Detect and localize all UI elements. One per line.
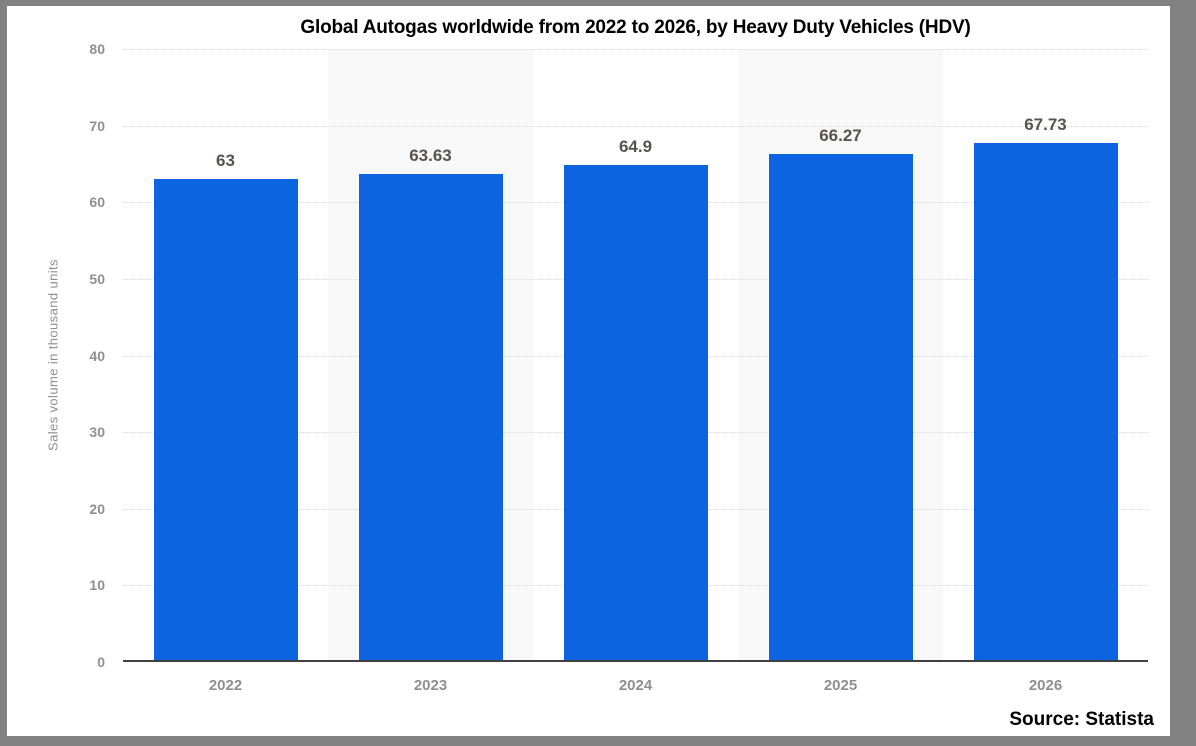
- y-tick-label-70: 70: [89, 117, 105, 134]
- chart-title: Global Autogas worldwide from 2022 to 20…: [300, 17, 971, 38]
- bar-value-label-2023: 63.63: [409, 146, 452, 165]
- gridline-80: [123, 49, 1148, 50]
- bar-2022: [154, 179, 298, 661]
- gridline-70: [123, 125, 1148, 127]
- bar-2023: [359, 174, 503, 661]
- plot-area: 63 63.63 64.9 66.27 67.73: [123, 49, 1148, 662]
- y-tick-label-10: 10: [89, 577, 105, 594]
- bar-2026: [974, 143, 1118, 661]
- y-tick-label-40: 40: [89, 347, 105, 364]
- x-axis-line: [123, 660, 1148, 662]
- bar-2024: [564, 165, 708, 661]
- bar-value-label-2025: 66.27: [819, 126, 862, 145]
- y-tick-label-20: 20: [89, 500, 105, 517]
- chart-canvas: Global Autogas worldwide from 2022 to 20…: [7, 6, 1170, 736]
- y-tick-label-60: 60: [89, 194, 105, 211]
- x-tick-label-2023: 2023: [413, 677, 448, 694]
- y-tick-label-50: 50: [89, 270, 105, 287]
- bar-2025: [769, 154, 913, 661]
- bar-value-label-2026: 67.73: [1024, 115, 1067, 134]
- x-tick-label-2025: 2025: [823, 677, 858, 694]
- y-tick-label-30: 30: [89, 424, 105, 441]
- y-tick-label-0: 0: [97, 654, 105, 670]
- y-tick-label-80: 80: [89, 41, 105, 57]
- bar-value-label-2022: 63: [216, 151, 235, 170]
- x-tick-label-2026: 2026: [1028, 677, 1063, 694]
- x-tick-label-2022: 2022: [208, 677, 243, 694]
- source-attribution: Source: Statista: [1009, 709, 1154, 730]
- x-tick-label-2024: 2024: [618, 677, 653, 694]
- bar-value-label-2024: 64.9: [618, 137, 653, 156]
